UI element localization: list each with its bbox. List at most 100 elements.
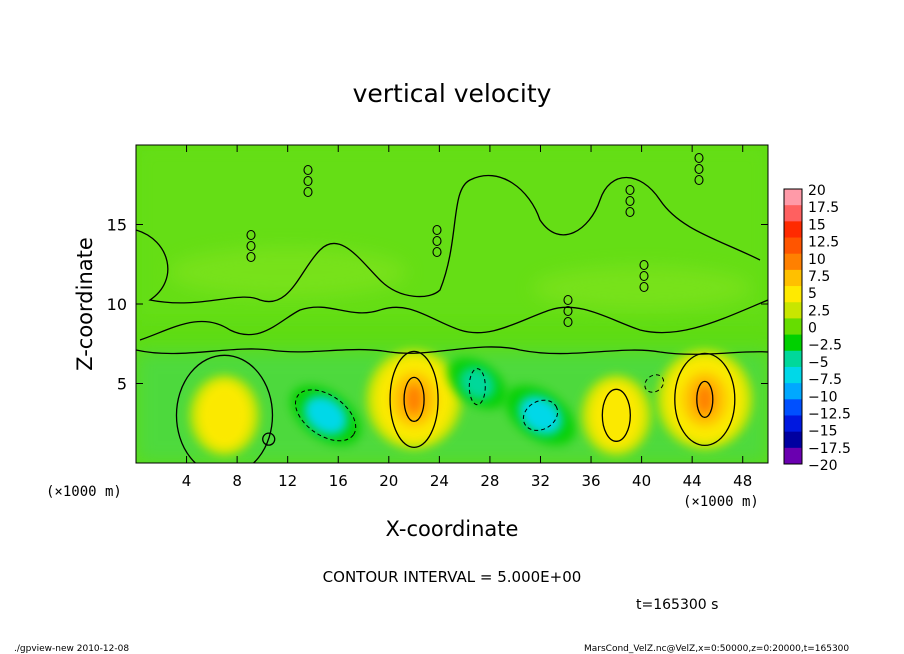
- contour-ring: [389, 350, 439, 449]
- x-tick-label: 48: [733, 472, 752, 490]
- downdraft-core: [459, 366, 496, 401]
- contour-ring: [674, 352, 736, 447]
- y-axis-label: Z-coordinate: [73, 237, 97, 371]
- y-axis-ticks: 5 10 15: [107, 216, 768, 394]
- x-tick-label: 4: [182, 472, 192, 490]
- contour-small-loop: [694, 152, 704, 164]
- colorbar-frame: [783, 188, 803, 465]
- contour-small-loop: [246, 251, 256, 263]
- footer-left: ./gpview-new 2010-12-08: [14, 644, 129, 654]
- x-tick-label: 28: [480, 472, 499, 490]
- downdraft-core: [303, 395, 348, 435]
- colorbar-swatch: [784, 415, 802, 433]
- contour-ring: [403, 376, 425, 423]
- chart-title: vertical velocity: [353, 79, 552, 108]
- contour-ring: [601, 388, 631, 442]
- colorbar-label: −5: [808, 355, 829, 371]
- contour-ring: [696, 380, 714, 419]
- colorbar-label: 5: [808, 286, 817, 302]
- contour-line: [136, 346, 768, 355]
- colorbar-swatch: [784, 302, 802, 319]
- upper-updraft-area: [167, 247, 408, 298]
- contour-small-loop: [563, 305, 573, 317]
- x-tick-label: 20: [379, 472, 398, 490]
- colorbar-label: −7.5: [808, 372, 842, 388]
- x-tick-label: 40: [632, 472, 651, 490]
- plot-area: [136, 145, 768, 463]
- contour-small-loop: [563, 316, 573, 328]
- contour-small-loop: [625, 195, 635, 207]
- contour-negative: [294, 389, 357, 442]
- contour-small-loop: [625, 206, 635, 218]
- x-tick-label: 36: [581, 472, 600, 490]
- colorbar-swatch: [784, 334, 802, 352]
- colorbar-swatch: [784, 383, 802, 400]
- contour-interval-text: CONTOUR INTERVAL = 5.000E+00: [323, 568, 582, 586]
- colorbar-label: 17.5: [808, 200, 839, 216]
- x-tick-label: 44: [683, 472, 702, 490]
- contour-small-loop: [639, 281, 649, 293]
- colorbar-swatch: [784, 269, 802, 287]
- colorbar-label: −17.5: [808, 441, 851, 457]
- colorbar-swatch: [784, 399, 802, 416]
- contour-line: [136, 174, 761, 304]
- x-tick-label: 8: [232, 472, 242, 490]
- y-tick-label: 5: [117, 375, 127, 394]
- updraft-core: [197, 381, 252, 450]
- colorbar-swatch: [784, 205, 802, 222]
- contour-small-loop: [432, 235, 442, 247]
- contour-small-loop: [246, 240, 256, 252]
- x-tick-label: 12: [278, 472, 297, 490]
- contour-line: [139, 299, 768, 341]
- contour-negative: [522, 399, 559, 431]
- contour-negative: [468, 368, 486, 406]
- contour-small-loop: [625, 184, 635, 196]
- colorbar-label: 2.5: [808, 303, 830, 319]
- contour-ring: [175, 354, 274, 463]
- colorbar-swatch: [784, 237, 802, 255]
- colorbar-swatch: [784, 318, 802, 336]
- contour-lines: [136, 152, 768, 463]
- colorbar-label: 10: [808, 252, 826, 268]
- colorbar-label: −15: [808, 424, 838, 440]
- updraft-peak: [405, 384, 423, 415]
- x-unit-right: (×1000 m): [683, 494, 759, 510]
- contour-small-loop: [303, 175, 313, 187]
- contour-small-loop: [694, 163, 704, 175]
- colorbar-swatch: [784, 286, 802, 303]
- colorbar-label: 20: [808, 183, 826, 199]
- colorbar-label: −10: [808, 389, 838, 405]
- y-tick-label: 15: [107, 216, 127, 235]
- updraft-core: [589, 381, 644, 450]
- contour-small-loop: [563, 294, 573, 306]
- colorbar-label: −20: [808, 458, 838, 474]
- contour-small-loop: [432, 224, 442, 236]
- colorbar-swatch: [784, 221, 802, 239]
- colorbar-label: 15: [808, 217, 826, 233]
- colorbar-swatch: [784, 431, 802, 449]
- contour-ring: [262, 432, 276, 446]
- x-unit-left: (×1000 m): [46, 484, 122, 500]
- colorbar-swatch: [784, 366, 802, 384]
- colorbar-label: −2.5: [808, 338, 842, 354]
- upper-updraft-area: [531, 266, 752, 311]
- x-axis-ticks: 4 8 12 16 20 24 28 32 36 40 44 48: [182, 145, 752, 490]
- time-label: t=165300 s: [636, 597, 718, 613]
- colorbar-swatch: [784, 253, 802, 271]
- x-tick-label: 16: [329, 472, 348, 490]
- updraft-peak: [696, 384, 714, 415]
- colorbar-label: 0: [808, 321, 817, 337]
- colorbar-label: 12.5: [808, 235, 839, 251]
- colorbar-label: 7.5: [808, 269, 830, 285]
- velocity-field: [136, 145, 768, 463]
- colorbar-swatch: [784, 447, 802, 465]
- colorbar-label: −12.5: [808, 406, 851, 422]
- contour-small-loop: [639, 270, 649, 282]
- contour-negative: [644, 374, 665, 393]
- y-tick-label: 10: [107, 295, 127, 314]
- contour-small-loop: [246, 229, 256, 241]
- x-tick-label: 24: [430, 472, 449, 490]
- contour-small-loop: [303, 164, 313, 176]
- contour-small-loop: [639, 259, 649, 271]
